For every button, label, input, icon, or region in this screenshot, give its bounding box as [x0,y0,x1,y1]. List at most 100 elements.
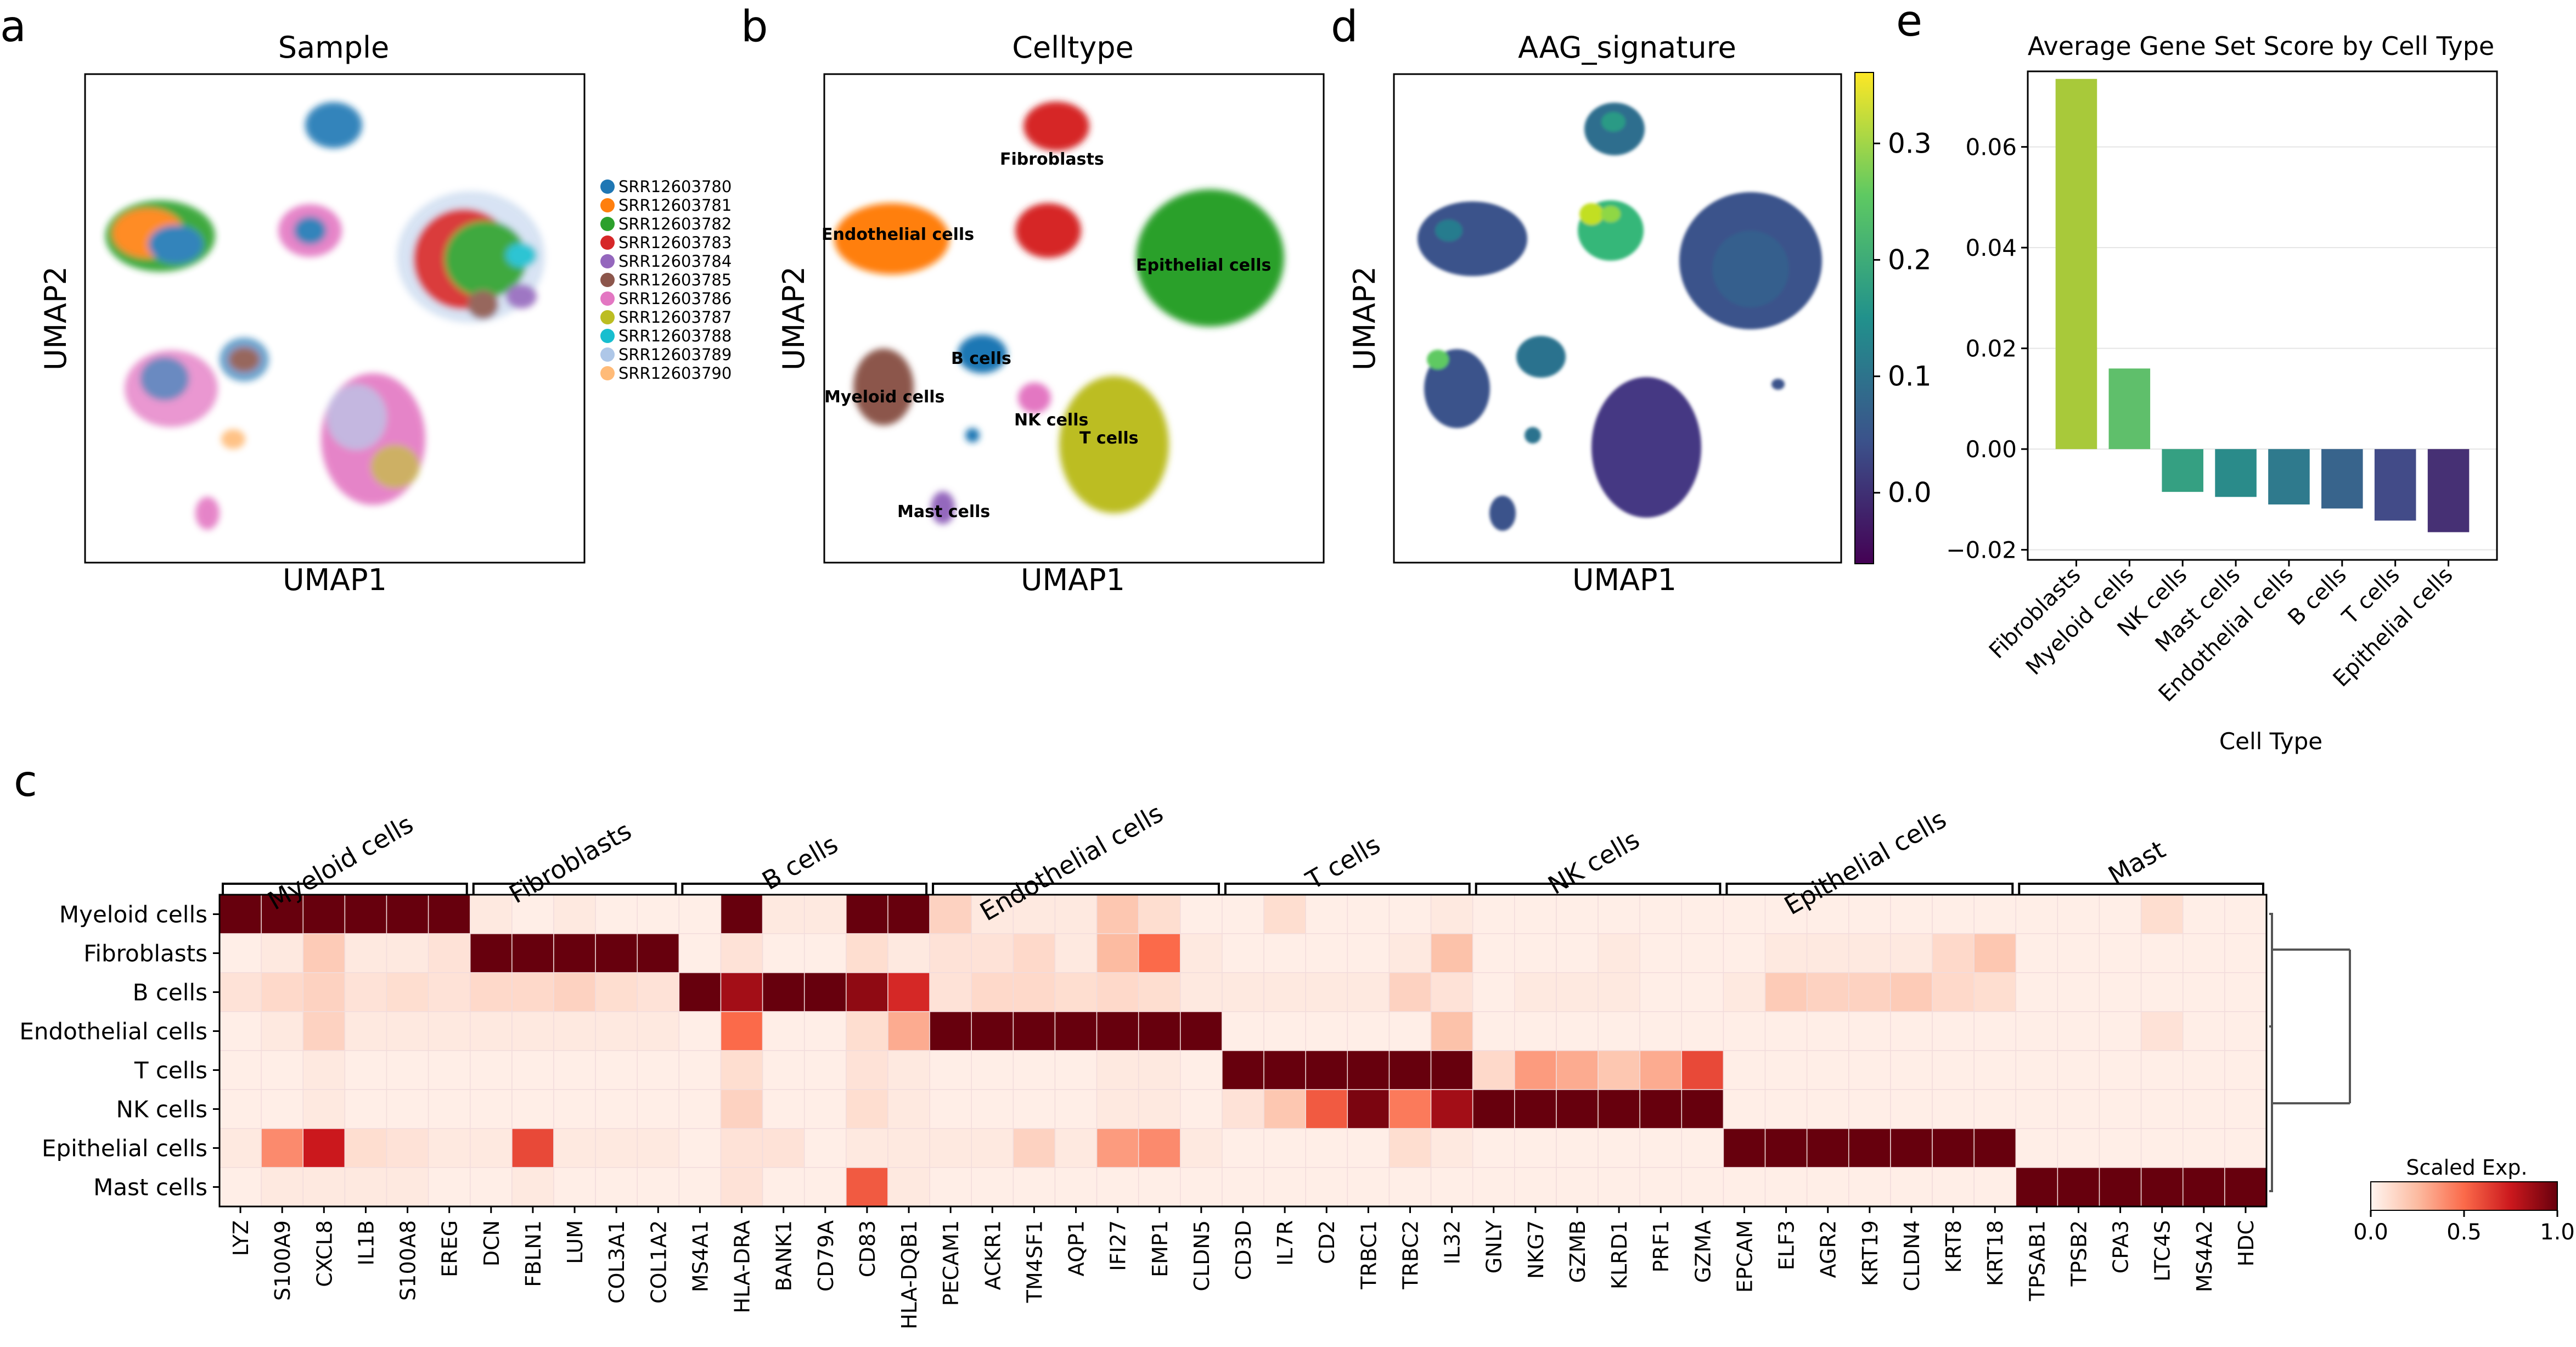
col-label-il1b: IL1B [354,1220,378,1266]
legend-label-srr12603787: SRR12603787 [618,308,732,327]
cell-epithelial-cells-cd2 [1305,1128,1348,1168]
cell-nk-cells-cd83 [846,1089,888,1129]
cell-nk-cells-epcam [1723,1089,1766,1129]
cell-t-cells-cpa3 [2099,1050,2142,1090]
cell-mast-cells-nkg7 [1514,1167,1557,1207]
cluster-fibroblasts-top [1023,102,1089,151]
legend-label-srr12603790: SRR12603790 [618,364,732,383]
cell-fibroblasts-agr2 [1806,933,1849,973]
panel-label-b: b [741,2,768,52]
cell-myeloid-cells-krt8 [1932,894,1975,934]
cell-mast-cells-cldn4 [1890,1167,1933,1207]
cluster-myeloid-cells [853,349,914,425]
bar-endothelial-cells [2268,449,2310,505]
cell-mast-cells-lum [553,1167,596,1207]
label-mast-cells: Mast cells [897,502,990,521]
cell-t-cells-elf3 [1764,1050,1808,1090]
cell-b-cells-ifi27 [1096,972,1139,1012]
cell-fibroblasts-pecam1 [929,933,972,973]
cell-mast-cells-cpa3 [2099,1167,2142,1207]
cell-fibroblasts-s100a9 [261,933,303,973]
bar-nk-cells [2162,449,2203,492]
cell-mast-cells-agr2 [1806,1167,1849,1207]
col-label-gzmb: GZMB [1566,1220,1590,1283]
panel-b-clouds [834,102,1284,524]
cell-t-cells-il7r [1263,1050,1306,1090]
panel-a-ylabel: UMAP2 [38,266,73,371]
label-fibroblasts: Fibroblasts [1000,150,1104,169]
cell-b-cells-agr2 [1806,972,1849,1012]
group-bracket-nk-cells [1475,883,1722,895]
bar-mast-cells [2215,449,2257,497]
cell-nk-cells-tm4sf1 [1013,1089,1056,1129]
col-label-tpsb2: TPSB2 [2067,1220,2091,1287]
cell-fibroblasts-trbc1 [1347,933,1390,973]
cell-endothelial-cells-prf1 [1639,1011,1683,1051]
cell-mast-cells-krt19 [1848,1167,1891,1207]
col-label-hdc: HDC [2234,1220,2258,1266]
cell-endothelial-cells-cd3d [1222,1011,1264,1051]
cell-mast-cells-epcam [1723,1167,1766,1207]
panel-label-a: a [0,2,26,52]
cell-endothelial-cells-cd79a [803,1011,847,1051]
cell-epithelial-cells-pecam1 [929,1128,972,1168]
row-label-nk-cells: NK cells [116,1096,207,1123]
col-label-col3a1: COL3A1 [605,1220,629,1304]
col-label-ackr1: ACKR1 [981,1220,1005,1290]
cell-t-cells-emp1 [1138,1050,1181,1090]
col-label-cpa3: CPA3 [2109,1220,2133,1273]
cell-mast-cells-tpsb2 [2057,1167,2100,1207]
cell-mast-cells-ereg [428,1167,471,1207]
cell-myeloid-cells-il32 [1430,894,1473,934]
cell-b-cells-epcam [1723,972,1766,1012]
cell-b-cells-ltc4s [2140,972,2184,1012]
group-label-nk-cells: NK cells [1543,824,1645,900]
legend-label-srr12603782: SRR12603782 [618,215,732,233]
cell-b-cells-s100a8 [386,972,429,1012]
legend-swatch-srr12603786 [600,291,615,306]
cell-mast-cells-dcn [469,1167,513,1207]
cell-mast-cells-ms4a1 [678,1167,722,1207]
cell-myeloid-cells-cldn4 [1890,894,1933,934]
cell-fibroblasts-cd3d [1222,933,1264,973]
cell-mast-cells-cd83 [846,1167,888,1207]
col-label-cldn4: CLDN4 [1900,1220,1924,1292]
cell-fibroblasts-tm4sf1 [1013,933,1056,973]
dendrogram-lower-branch [2269,1025,2350,1104]
cell-t-cells-agr2 [1806,1050,1849,1090]
cell-nk-cells-s100a9 [261,1089,303,1129]
cell-endothelial-cells-emp1 [1138,1011,1181,1051]
panel-e-xlabel: Cell Type [2219,728,2322,755]
row-label-endothelial-cells: Endothelial cells [19,1018,207,1045]
col-label-aqp1: AQP1 [1065,1220,1089,1276]
cell-b-cells-dcn [469,972,513,1012]
panel-c-heatmap-frame [218,894,2268,1208]
col-label-ltc4s: LTC4S [2151,1220,2175,1282]
cell-epithelial-cells-col1a2 [637,1128,680,1168]
row-label-fibroblasts: Fibroblasts [83,940,207,967]
cell-myeloid-cells-epcam [1723,894,1766,934]
cell-nk-cells-klrd1 [1598,1089,1640,1129]
cell-endothelial-cells-ereg [428,1011,471,1051]
col-label-cd3d: CD3D [1231,1220,1256,1280]
cell-b-cells-bank1 [762,972,805,1012]
cluster-nk-cells [1018,383,1051,413]
cell-myeloid-cells-gzma [1681,894,1724,934]
cell-epithelial-cells-ereg [428,1128,471,1168]
legend-swatch-srr12603784 [600,254,615,268]
panel-label-e: e [1896,0,1922,46]
cell-t-cells-ms4a2 [2183,1050,2225,1090]
dendrogram-upper-branch [2269,913,2350,951]
group-bracket-b-cells [681,883,928,895]
cell-myeloid-cells-il1b [344,894,387,934]
legend-label-srr12603783: SRR12603783 [618,233,732,252]
cell-t-cells-ifi27 [1096,1050,1139,1090]
cell-b-cells-col3a1 [595,972,638,1012]
cell-myeloid-cells-il7r [1263,894,1306,934]
cell-endothelial-cells-tm4sf1 [1013,1011,1056,1051]
cell-epithelial-cells-col3a1 [595,1128,638,1168]
cell-myeloid-cells-cldn5 [1180,894,1223,934]
cell-b-cells-cldn5 [1180,972,1223,1012]
cell-endothelial-cells-tpsab1 [2015,1011,2058,1051]
cell-b-cells-trbc1 [1347,972,1390,1012]
